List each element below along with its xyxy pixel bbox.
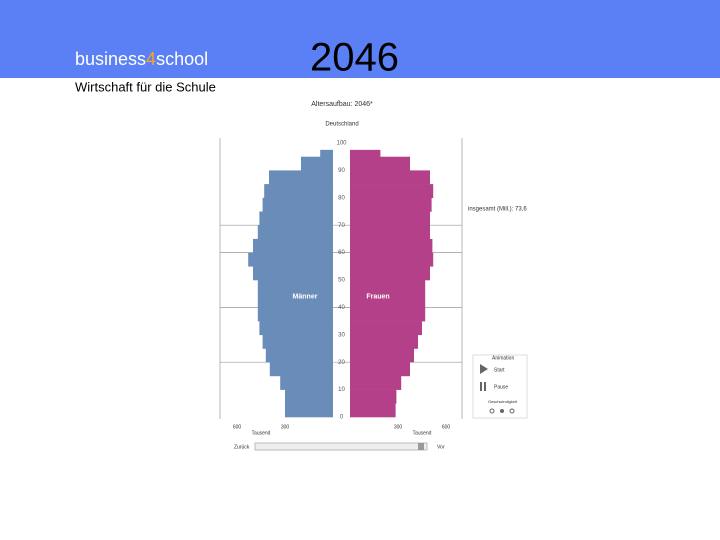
bar — [350, 211, 430, 226]
bar — [350, 238, 433, 253]
y-tick-label: 50 — [338, 278, 345, 284]
y-tick-label: 20 — [338, 360, 345, 366]
bar — [350, 266, 430, 281]
bar — [285, 389, 333, 404]
brand-part: school — [156, 49, 208, 69]
speed-option[interactable] — [489, 408, 495, 414]
subtitle: Wirtschaft für die Schule — [75, 79, 216, 94]
x-axis-unit: Tausend — [413, 430, 432, 436]
y-tick-label: 70 — [338, 223, 345, 229]
bar — [264, 184, 333, 199]
controls: Animation Start Pause Geschwindigkeit — [472, 354, 528, 419]
bar — [350, 348, 414, 363]
x-tick-label: 300 — [394, 424, 403, 430]
bar — [350, 307, 426, 322]
bar — [253, 266, 333, 281]
brand-part: 4 — [146, 49, 156, 69]
header-band — [0, 0, 720, 78]
y-tick-label: 60 — [338, 250, 345, 256]
slider-thumb[interactable] — [418, 443, 424, 450]
forward-button[interactable]: Vor — [437, 444, 445, 450]
x-tick-label: 600 — [233, 424, 242, 430]
bar — [257, 280, 333, 294]
bar — [350, 334, 418, 349]
bar — [350, 375, 402, 390]
bar — [248, 252, 333, 267]
bar — [253, 238, 333, 253]
bar — [262, 197, 333, 212]
chart-subtitle: Deutschland — [325, 122, 358, 128]
bar — [257, 225, 333, 240]
bar — [350, 225, 430, 240]
bar — [350, 156, 410, 171]
bar — [350, 389, 397, 404]
bar — [350, 149, 381, 157]
annotation: insgesamt (Mill.): 73,6 — [468, 207, 527, 213]
play-icon[interactable] — [480, 364, 488, 374]
bar — [350, 252, 434, 267]
bar — [350, 170, 430, 185]
bar — [350, 197, 432, 212]
pause-icon[interactable] — [480, 382, 482, 391]
control-heading: Animation — [492, 355, 514, 361]
chart-title: Altersaufbau: 2046* — [311, 101, 373, 108]
bar — [350, 403, 396, 418]
y-tick-label: 0 — [340, 415, 344, 421]
bar — [350, 184, 434, 199]
bar — [350, 362, 410, 377]
bar — [320, 149, 333, 157]
y-tick-label: 80 — [338, 195, 345, 201]
bar — [259, 321, 333, 336]
slider-track[interactable] — [254, 442, 428, 451]
legend-label: Männer — [293, 293, 318, 300]
speed-option[interactable] — [509, 408, 515, 414]
legend-label: Frauen — [366, 293, 389, 300]
bar — [301, 156, 333, 171]
x-axis-unit: Tausend — [252, 430, 271, 436]
y-tick-label: 40 — [338, 305, 345, 311]
y-tick-label: 30 — [338, 332, 345, 338]
bar — [285, 403, 333, 418]
speed-label: Geschwindigkeit — [488, 399, 518, 404]
bar — [269, 170, 333, 185]
speed-option[interactable] — [500, 409, 504, 413]
bar — [262, 334, 333, 349]
bar — [350, 321, 422, 336]
y-tick-label: 10 — [338, 387, 345, 393]
x-tick-label: 300 — [281, 424, 290, 430]
back-button[interactable]: Zurück — [234, 444, 250, 450]
bar — [259, 211, 333, 226]
x-tick-label: 600 — [442, 424, 451, 430]
pause-button[interactable]: Pause — [494, 384, 508, 390]
bar — [269, 362, 333, 377]
pause-icon[interactable] — [484, 382, 486, 391]
bar — [257, 307, 333, 322]
bar — [265, 348, 333, 363]
bar — [350, 293, 426, 308]
start-button[interactable]: Start — [494, 367, 505, 373]
y-tick-label: 90 — [338, 168, 345, 174]
bar — [350, 280, 426, 294]
bar — [280, 375, 333, 390]
brand-part: business — [75, 49, 146, 69]
bar — [257, 293, 333, 308]
y-tick-label: 100 — [336, 141, 347, 147]
slide-title: 2046 — [310, 36, 399, 80]
brand: business4school — [75, 49, 208, 69]
